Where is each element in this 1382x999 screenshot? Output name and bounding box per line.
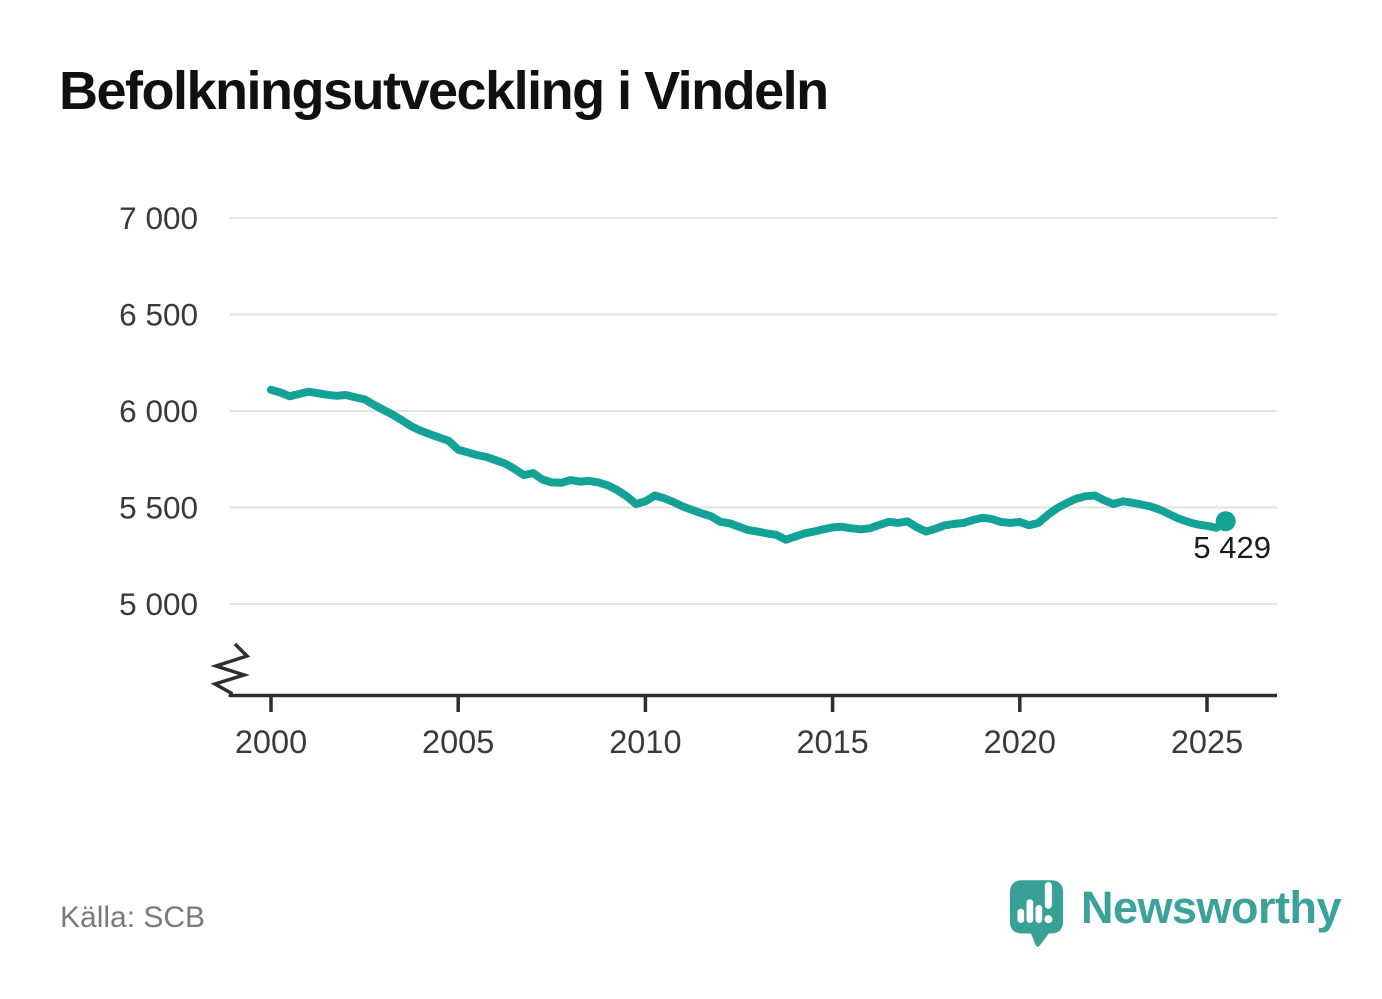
y-axis-tick-label: 6 000 — [119, 393, 198, 429]
x-axis-tick-label: 2005 — [422, 724, 494, 760]
latest-value-label: 5 429 — [1193, 530, 1271, 565]
bar-small — [1017, 908, 1025, 923]
exclamation-dot — [1044, 915, 1053, 924]
population-line-series — [267, 385, 1230, 544]
x-axis-tick-label: 2010 — [609, 724, 681, 760]
latest-value-dot — [1215, 511, 1236, 532]
y-axis-tick-label: 7 000 — [119, 200, 198, 236]
exclamation-bar — [1044, 882, 1052, 909]
source-note: Källa: SCB — [60, 901, 206, 934]
x-axis-tick-label: 2015 — [796, 724, 868, 760]
y-axis-tick-label: 5 500 — [119, 490, 198, 526]
x-axis-tick-label: 2020 — [984, 724, 1056, 760]
newsworthy-logo-icon — [1009, 880, 1064, 947]
x-axis-tick-label: 2025 — [1171, 724, 1243, 760]
y-axis-tick-label: 6 500 — [119, 297, 198, 333]
chart-title: Befolkningsutveckling i Vindeln — [59, 61, 829, 121]
bar-medium — [1035, 904, 1043, 923]
y-axis-tick-label: 5 000 — [119, 586, 198, 622]
bar-tall — [1026, 899, 1034, 923]
newsworthy-branding: Newsworthy — [1008, 878, 1342, 949]
x-axis-tick-label: 2000 — [235, 724, 307, 760]
axis-break-icon — [210, 642, 251, 698]
newsworthy-wordmark: Newsworthy — [1081, 881, 1342, 933]
